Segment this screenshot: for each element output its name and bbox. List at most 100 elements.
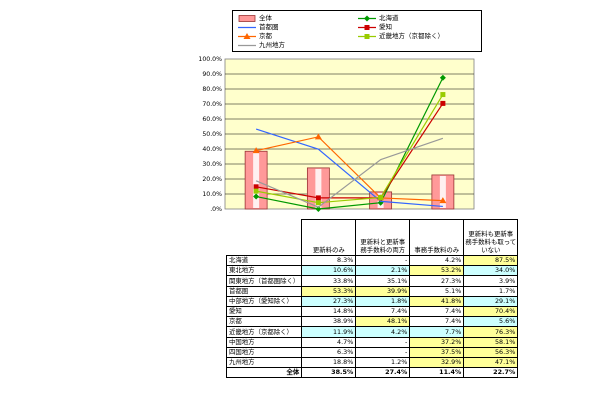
table-cell: - (355, 254, 411, 267)
row-label: 京都 (225, 316, 303, 328)
header-cell: 事務手数料のみ (409, 219, 465, 256)
legend-label: 京都 (259, 32, 272, 40)
data-point (364, 34, 370, 39)
series-line (256, 94, 444, 204)
table-row: 東北地方 10.6% 2.1% 53.2% 34.0% (225, 265, 519, 277)
legend-swatch (238, 15, 256, 22)
data-point (252, 147, 260, 154)
series-line (255, 128, 443, 208)
legend-label: 北海道 (379, 14, 399, 22)
table-cell: 70.4% (463, 305, 519, 318)
bar-highlight (439, 175, 446, 208)
total-label: 全体 (225, 367, 303, 379)
table-cell: - (355, 346, 411, 358)
data-point (315, 206, 322, 212)
table-cell: 56.3% (463, 346, 519, 358)
table-cell: 5.6% (463, 316, 519, 328)
table-cell: 53.3% (301, 285, 357, 297)
row-label: 東北地方 (225, 265, 303, 277)
table-cell: 4.7% (301, 336, 357, 348)
data-point (439, 197, 447, 204)
chart-legend: 全体 北海道 首都圏 愛知 京都 近畿地方（京都除く） 九州地方 (232, 10, 482, 52)
table-row: 中国地方 4.7% -37.2% 58.1% (225, 336, 519, 348)
y-tick-label: 80.0% (202, 86, 222, 93)
table-cell: 6.3% (301, 346, 357, 358)
table-cell: 7.4% (409, 305, 465, 318)
table-cell: 10.6% (301, 265, 357, 277)
header-cell: 更新料と更新事務手数料の両方 (355, 219, 411, 256)
line-chart: 100.0% 90.0% 80.0% 70.0% 60.0% 50.0% 40.0% 30.0… (198, 56, 475, 213)
table-cell: 18.8% (301, 356, 357, 369)
data-point (253, 184, 259, 190)
table-cell: 53.2% (409, 265, 465, 277)
table-cell: - (355, 336, 411, 348)
legend-swatch (238, 33, 256, 39)
table-cell: 27.3% (301, 295, 357, 307)
bar-highlight (253, 152, 260, 208)
row-label: 近畿地方（京都除く） (225, 326, 303, 338)
y-tick-label: 100.0% (198, 56, 222, 63)
series-line (256, 103, 444, 199)
table-cell: 48.1% (355, 316, 411, 328)
data-point (315, 195, 321, 201)
y-tick-label: 40.0% (202, 146, 222, 153)
legend-swatch (358, 34, 376, 39)
table-row: 北海道 8.3% -4.2% 87.5% (225, 254, 519, 267)
table-cell: 4.2% (409, 254, 465, 267)
table-cell: 41.8% (409, 295, 465, 307)
legend-swatch (238, 44, 256, 47)
table-cell: 1.7% (463, 285, 519, 297)
table-row: 近畿地方（京都除く） 11.9% 4.2% 7.7% 76.3% (225, 326, 519, 338)
data-point (440, 100, 446, 106)
table-cell: 11.9% (301, 326, 357, 338)
table-cell: 39.9% (355, 285, 411, 297)
data-point (440, 92, 446, 98)
table-cell: 76.3% (463, 326, 519, 338)
y-tick-label: 20.0% (202, 176, 222, 183)
legend-swatch (358, 25, 376, 30)
table-cell: 33.8% (301, 275, 357, 287)
y-tick-label: 30.0% (202, 161, 222, 168)
total-cell: 27.4% (355, 367, 411, 379)
data-point (315, 200, 321, 206)
table-cell: 4.2% (355, 326, 411, 338)
row-label: 四国地方 (225, 346, 303, 358)
data-point (253, 193, 260, 200)
series-line (255, 137, 444, 208)
table-cell: 8.3% (301, 254, 357, 267)
table-cell: 47.1% (463, 356, 519, 369)
row-label: 北海道 (225, 254, 303, 267)
row-label: 中国地方 (225, 336, 303, 348)
total-cell: 38.5% (301, 367, 357, 379)
table-cell: 37.5% (409, 346, 465, 358)
y-tick-label: .0% (210, 206, 222, 213)
legend-label: 近畿地方（京都除く） (379, 32, 444, 40)
table-cell: 32.9% (409, 356, 465, 369)
data-point (314, 133, 322, 140)
table-row: 京都 38.9% 48.1% 7.4% 5.6% (225, 316, 519, 328)
table-cell: 7.4% (355, 305, 411, 318)
header-corner (226, 219, 303, 256)
legend-label: 首都圏 (259, 23, 279, 31)
data-table: 更新料のみ 更新料と更新事務手数料の両方 事務手数料のみ 更新料も更新事務手数料… (225, 219, 519, 379)
table-row: 中部地方（愛知除く） 27.3% 1.8% 41.8% 29.1% (225, 295, 519, 307)
table-header-row: 更新料のみ 更新料と更新事務手数料の両方 事務手数料のみ 更新料も更新事務手数料… (226, 219, 519, 256)
table-cell: 37.2% (409, 336, 465, 348)
table-cell: 29.1% (463, 295, 519, 307)
y-tick-label: 10.0% (202, 191, 222, 198)
table-cell: 7.4% (409, 316, 465, 328)
row-label: 中部地方（愛知除く） (225, 295, 303, 307)
row-label: 首都圏 (225, 285, 303, 297)
total-cell: 22.7% (463, 367, 519, 379)
table-cell: 1.8% (355, 295, 411, 307)
table-row: 首都圏 53.3% 39.9% 5.1% 1.7% (225, 285, 519, 297)
data-point (243, 33, 251, 39)
total-cell: 11.4% (409, 367, 465, 379)
y-tick-label: 60.0% (202, 116, 222, 123)
legend-label: 愛知 (379, 23, 392, 31)
table-cell: 7.7% (409, 326, 465, 338)
table-row: 四国地方 6.3% -37.5% 56.3% (225, 346, 519, 358)
table-cell: 38.9% (301, 316, 357, 328)
y-tick-label: 90.0% (202, 71, 222, 78)
bar-highlight (315, 168, 322, 208)
